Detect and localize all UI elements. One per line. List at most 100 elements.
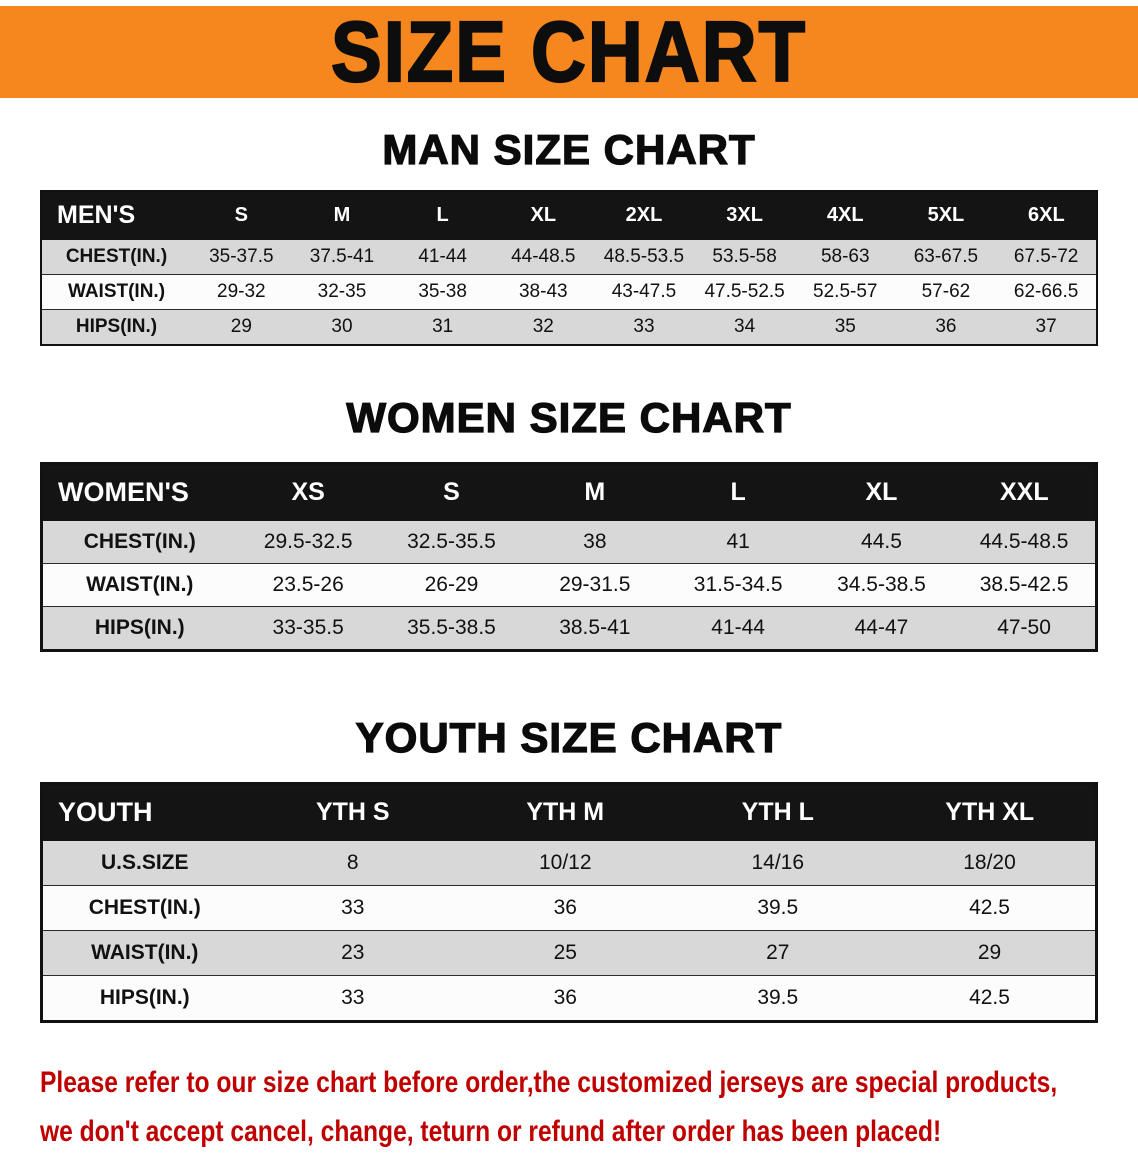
size-value-cell: 39.5 — [671, 975, 884, 1022]
size-header-cell: XL — [809, 463, 954, 521]
row-label-cell: WAIST(IN.) — [41, 563, 237, 607]
size-value-cell: 38 — [523, 520, 667, 564]
size-header-cell: XL — [492, 190, 595, 240]
size-value-cell: 29 — [884, 930, 1097, 976]
size-value-cell: 32.5-35.5 — [379, 520, 524, 564]
table-title-cell: WOMEN'S — [41, 463, 237, 521]
size-value-cell: 47-50 — [953, 606, 1097, 651]
size-value-cell: 47.5-52.5 — [694, 274, 795, 310]
size-value-cell: 35 — [794, 309, 896, 345]
size-value-cell: 58-63 — [794, 239, 896, 275]
size-value-cell: 29 — [191, 309, 292, 345]
size-value-cell: 38.5-41 — [523, 606, 667, 651]
table-row: HIPS(IN.) 29 30 31 32 33 34 35 36 37 — [41, 309, 1097, 345]
table-header-row: YOUTH YTH S YTH M YTH L YTH XL — [41, 783, 1097, 841]
size-value-cell: 35-37.5 — [191, 239, 292, 275]
table-title-cell: MEN'S — [40, 190, 192, 240]
size-header-cell: YTH S — [246, 783, 460, 841]
row-label-cell: U.S.SIZE — [41, 840, 247, 886]
size-value-cell: 52.5-57 — [794, 274, 896, 310]
size-value-cell: 27 — [671, 930, 884, 976]
row-label-cell: CHEST(IN.) — [41, 520, 237, 564]
size-value-cell: 34 — [694, 309, 795, 345]
table-header-row: WOMEN'S XS S M L XL XXL — [41, 463, 1098, 521]
women-size-chart-heading: WOMEN SIZE CHART — [346, 393, 792, 441]
size-value-cell: 31.5-34.5 — [666, 563, 810, 607]
row-label-cell: CHEST(IN.) — [41, 885, 247, 931]
size-value-cell: 33 — [593, 309, 695, 345]
size-value-cell: 62-66.5 — [996, 274, 1097, 310]
size-value-cell: 37.5-41 — [291, 239, 393, 275]
size-value-cell: 41-44 — [392, 239, 493, 275]
size-value-cell: 41-44 — [666, 606, 810, 651]
size-value-cell: 44.5-48.5 — [953, 520, 1097, 564]
size-header-cell: YTH M — [458, 783, 672, 841]
row-label-cell: CHEST(IN.) — [41, 239, 191, 275]
size-value-cell: 10/12 — [459, 840, 672, 886]
size-header-cell: XS — [235, 463, 381, 521]
size-value-cell: 31 — [392, 309, 493, 345]
table-row: CHEST(IN.) 35-37.5 37.5-41 41-44 44-48.5 48.5… — [41, 239, 1097, 275]
size-value-cell: 39.5 — [671, 885, 884, 931]
size-value-cell: 43-47.5 — [593, 274, 695, 310]
size-header-cell: S — [379, 463, 524, 521]
size-value-cell: 44-47 — [809, 606, 954, 651]
size-header-cell: XXL — [952, 463, 1098, 521]
size-value-cell: 53.5-58 — [694, 239, 795, 275]
size-header-cell: L — [665, 463, 811, 521]
size-header-cell: M — [522, 463, 667, 521]
row-label-cell: WAIST(IN.) — [41, 274, 191, 310]
size-value-cell: 32-35 — [291, 274, 393, 310]
size-value-cell: 29.5-32.5 — [236, 520, 380, 564]
size-header-cell: 6XL — [995, 190, 1098, 240]
size-value-cell: 35-38 — [392, 274, 493, 310]
size-value-cell: 36 — [459, 885, 672, 931]
table-row: WAIST(IN.) 29-32 32-35 35-38 38-43 43-47.5 47.… — [41, 274, 1097, 310]
size-header-cell: YTH L — [671, 783, 885, 841]
size-value-cell: 44.5 — [809, 520, 954, 564]
size-value-cell: 33-35.5 — [236, 606, 380, 651]
size-header-cell: 5XL — [895, 190, 997, 240]
youth-size-section: YOUTH SIZE CHART YOUTH YTH S YTH M YTH L YTH… — [0, 713, 1138, 1023]
size-value-cell: 36 — [459, 975, 672, 1022]
size-chart-page: SIZE CHART MAN SIZE CHART MEN'S S M L XL 2XL 3… — [0, 3, 1138, 1156]
size-header-cell: L — [391, 190, 494, 240]
men-size-section: MAN SIZE CHART MEN'S S M L XL 2XL 3XL 4XL 5XL 6XL… — [0, 125, 1138, 346]
size-value-cell: 23.5-26 — [236, 563, 380, 607]
table-title-cell: YOUTH — [41, 783, 247, 841]
size-value-cell: 42.5 — [884, 975, 1097, 1022]
size-value-cell: 8 — [246, 840, 459, 886]
size-header-cell: M — [291, 190, 393, 240]
size-value-cell: 41 — [666, 520, 810, 564]
page-title: SIZE CHART — [330, 3, 807, 100]
row-label-cell: WAIST(IN.) — [41, 930, 247, 976]
man-size-chart-heading: MAN SIZE CHART — [382, 125, 756, 173]
size-header-cell: S — [190, 190, 293, 240]
size-value-cell: 36 — [895, 309, 997, 345]
men-size-table: MEN'S S M L XL 2XL 3XL 4XL 5XL 6XL CHEST(IN.) 35-37… — [40, 190, 1098, 346]
table-row: WAIST(IN.) 23.5-26 26-29 29-31.5 31.5-34.5 34… — [41, 563, 1097, 607]
size-header-cell: YTH XL — [883, 783, 1097, 841]
table-row: CHEST(IN.) 33 36 39.5 42.5 — [41, 885, 1097, 931]
table-row: HIPS(IN.) 33-35.5 35.5-38.5 38.5-41 41-44 44-… — [41, 606, 1097, 651]
row-label-cell: HIPS(IN.) — [41, 309, 191, 345]
size-value-cell: 38.5-42.5 — [953, 563, 1097, 607]
size-value-cell: 42.5 — [884, 885, 1097, 931]
size-value-cell: 29-32 — [191, 274, 292, 310]
size-value-cell: 26-29 — [379, 563, 524, 607]
size-value-cell: 18/20 — [884, 840, 1097, 886]
youth-size-table: YOUTH YTH S YTH M YTH L YTH XL U.S.SIZE 8 10/12… — [40, 782, 1098, 1023]
row-label-cell: HIPS(IN.) — [41, 975, 247, 1022]
size-value-cell: 25 — [459, 930, 672, 976]
size-value-cell: 57-62 — [895, 274, 997, 310]
table-row: HIPS(IN.) 33 36 39.5 42.5 — [41, 975, 1097, 1022]
size-value-cell: 35.5-38.5 — [379, 606, 524, 651]
youth-size-chart-heading: YOUTH SIZE CHART — [355, 713, 783, 761]
table-header-row: MEN'S S M L XL 2XL 3XL 4XL 5XL 6XL — [40, 190, 1098, 240]
table-row: U.S.SIZE 8 10/12 14/16 18/20 — [41, 840, 1097, 886]
size-value-cell: 38-43 — [492, 274, 594, 310]
size-value-cell: 63-67.5 — [895, 239, 997, 275]
size-value-cell: 44-48.5 — [492, 239, 594, 275]
women-size-table: WOMEN'S XS S M L XL XXL CHEST(IN.) 29.5-32.5 32.5… — [40, 462, 1098, 652]
size-value-cell: 33 — [246, 975, 459, 1022]
